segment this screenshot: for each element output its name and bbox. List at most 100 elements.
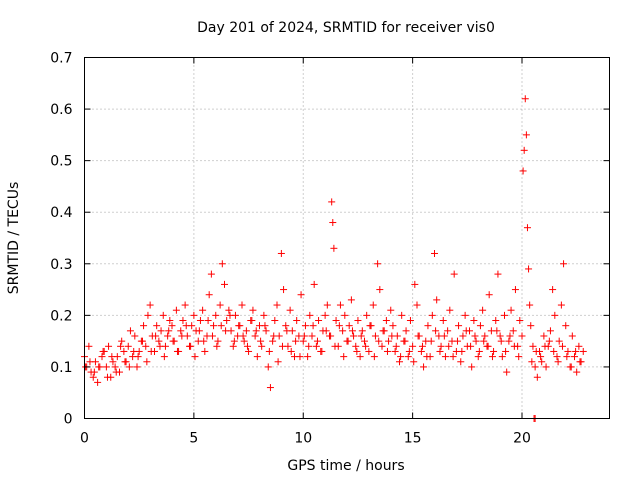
data-point [488, 353, 496, 361]
data-point [321, 311, 329, 319]
data-point [261, 322, 269, 330]
data-point [252, 327, 260, 335]
data-point [105, 342, 113, 350]
data-point [269, 337, 277, 345]
data-point [182, 322, 190, 330]
data-point [218, 260, 226, 268]
data-point [471, 332, 479, 340]
y-tick-label: 0.7 [50, 51, 72, 67]
data-point [521, 95, 529, 103]
x-tick-label: 10 [294, 431, 312, 447]
data-point [432, 327, 440, 335]
data-point [388, 332, 396, 340]
chart-title: Day 201 of 2024, SRMTID for receiver vis… [197, 20, 495, 36]
data-point [121, 358, 129, 366]
data-point [221, 280, 228, 288]
data-point [336, 301, 344, 309]
data-point [542, 363, 550, 371]
data-point [391, 347, 399, 355]
data-point [424, 322, 432, 330]
data-point [157, 327, 165, 335]
data-point [562, 322, 570, 330]
data-point [440, 332, 448, 340]
data-point [568, 332, 576, 340]
data-point [450, 270, 458, 278]
data-point [191, 353, 199, 361]
data-point [573, 368, 581, 376]
data-point [545, 337, 553, 345]
data-point [86, 358, 94, 366]
data-point [242, 327, 250, 335]
data-point [383, 347, 391, 355]
data-point [458, 347, 466, 355]
data-point [146, 301, 154, 309]
data-point [172, 306, 180, 314]
data-point [264, 363, 272, 371]
data-point [444, 327, 452, 335]
data-point [251, 332, 259, 340]
data-point [445, 342, 453, 350]
data-point [240, 337, 248, 345]
data-point [112, 368, 120, 376]
data-point [532, 347, 540, 355]
data-point [503, 368, 511, 376]
data-point [140, 322, 148, 330]
data-point [567, 363, 575, 371]
data-point [111, 363, 119, 371]
data-point [120, 347, 128, 355]
data-point [546, 327, 554, 335]
data-point [130, 347, 138, 355]
grid-lines [84, 57, 610, 419]
data-point [475, 347, 483, 355]
data-point [420, 363, 428, 371]
data-point [431, 249, 438, 257]
data-point [103, 373, 111, 381]
data-point [510, 342, 518, 350]
data-point [410, 358, 418, 366]
data-point [287, 347, 295, 355]
data-point [527, 322, 535, 330]
data-point [201, 347, 209, 355]
data-point [476, 322, 484, 330]
data-point [225, 306, 233, 314]
data-point [498, 353, 506, 361]
data-point [266, 384, 274, 392]
data-point [210, 322, 218, 330]
data-point [258, 342, 266, 350]
data-point [405, 347, 413, 355]
data-point [461, 311, 469, 319]
x-axis-label: GPS time / hours [287, 458, 404, 474]
data-point [459, 332, 467, 340]
data-point [329, 219, 337, 227]
data-point [480, 337, 488, 345]
data-point [296, 353, 304, 361]
y-tick-label: 0.1 [50, 360, 72, 376]
data-point [213, 342, 221, 350]
data-point [286, 306, 294, 314]
data-point [315, 317, 323, 325]
data-point [212, 311, 220, 319]
data-point [312, 342, 320, 350]
data-point [222, 327, 230, 335]
data-point [506, 332, 514, 340]
data-point [414, 332, 422, 340]
y-tick-label: 0 [64, 412, 73, 428]
data-point [301, 322, 309, 330]
data-point [318, 347, 326, 355]
data-point [555, 337, 563, 345]
data-point [345, 322, 353, 330]
data-point [509, 327, 517, 335]
data-point [173, 347, 181, 355]
data-point [339, 327, 347, 335]
data-point [322, 327, 330, 335]
data-point [472, 337, 480, 345]
data-point [518, 332, 526, 340]
data-point [374, 260, 382, 268]
data-point [490, 347, 498, 355]
axis-ticks: 0 0.1 0.2 0.3 0.4 0.5 0.6 0.7 0 5 10 15 20 [50, 51, 610, 447]
data-point [253, 353, 261, 361]
data-point [143, 358, 151, 366]
data-point [428, 311, 436, 319]
data-point [99, 347, 107, 355]
data-point [519, 167, 527, 175]
